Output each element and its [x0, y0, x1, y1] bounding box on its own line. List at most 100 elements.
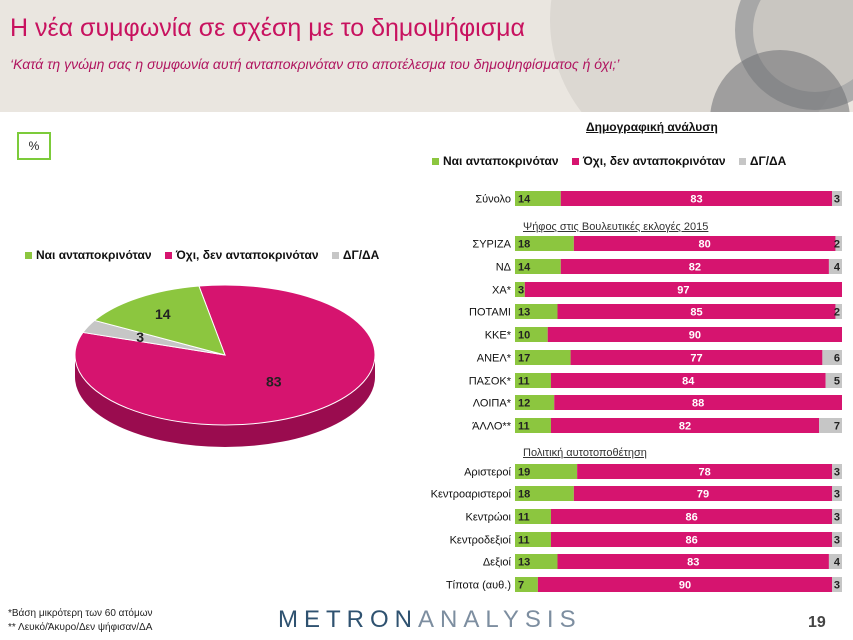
footnote-2: ** Λευκό/Άκυρο/Δεν ψήφισαν/ΔΑ — [8, 622, 153, 633]
bar-segment-yes — [515, 327, 548, 342]
bar-category-label: Κεντροδεξιοί — [450, 535, 512, 547]
bar-value-label-no: 90 — [689, 330, 701, 342]
pie-value-label-dk: 3 — [136, 329, 144, 345]
page-number: 19 — [808, 614, 826, 631]
bar-category-label: Δεξιοί — [483, 557, 512, 569]
bar-value-label-yes: 11 — [518, 376, 530, 388]
bar-segment-no — [570, 350, 823, 365]
legend-swatch-yes — [25, 252, 32, 260]
bar-segment-no — [577, 464, 833, 479]
pie-chart: 83 3 14 — [74, 284, 376, 447]
bar-category-label: Σύνολο — [475, 194, 511, 206]
demographic-heading: Δημογραφική ανάλυση — [586, 120, 718, 134]
bar-value-label-no: 80 — [699, 239, 711, 251]
bar-segment-dk — [832, 532, 842, 547]
legend-swatch-yes — [432, 158, 439, 166]
bar-value-label-yes: 18 — [518, 489, 530, 501]
page-subtitle: ‘Κατά τη γνώμη σας η συμφωνία αυτή ανταπ… — [10, 56, 620, 72]
bar-value-label-no: 83 — [687, 557, 699, 569]
bar-segment-no — [550, 418, 820, 433]
stacked-bar-chart: Σύνολο 14 83 3 ΣΥΡΙΖΑ 18 80 2 ΝΔ 14 82 4 ΧΑ* 3 97 ΠΟΤΑΜ… — [431, 191, 842, 592]
bar-value-label-dk: 5 — [834, 376, 840, 388]
bar-value-label-no: 78 — [699, 467, 711, 479]
bar-value-label-dk: 3 — [834, 580, 840, 592]
bar-legend: Ναι ανταποκρινόταν Όχι, δεν ανταποκρινότ… — [432, 154, 796, 168]
bar-segment-dk — [832, 486, 842, 501]
bar-category-label: Κεντρώοι — [466, 512, 512, 524]
bar-value-label-no: 86 — [685, 512, 697, 524]
bar-value-label-no: 77 — [690, 353, 702, 365]
bar-segment-yes — [515, 464, 578, 479]
bar-category-label: ΝΔ — [496, 262, 512, 274]
bar-value-label-dk: 3 — [834, 467, 840, 479]
legend-swatch-dk — [738, 158, 746, 166]
bar-value-label-no: 85 — [690, 307, 702, 319]
bar-segment-dk — [832, 509, 842, 524]
legend-label-no: Όχι, δεν ανταποκρινόταν — [175, 248, 319, 262]
bar-segment-no — [554, 395, 842, 410]
pie-value-label-no: 83 — [266, 374, 282, 390]
bar-value-label-dk: 2 — [834, 239, 840, 251]
bar-category-label: ΣΥΡΙΖΑ — [472, 239, 511, 251]
bar-segment-no — [524, 282, 842, 297]
bar-segment-dk — [819, 418, 842, 433]
bar-value-label-yes: 12 — [518, 398, 530, 410]
bar-segment-dk — [832, 191, 842, 206]
bar-segment-no — [550, 509, 833, 524]
section-label-vote: Ψήφος στις Βουλευτικές εκλογές 2015 — [523, 221, 709, 233]
pie-legend: Ναι ανταποκρινόταν Όχι, δεν ανταποκρινότ… — [25, 248, 389, 262]
bar-segment-no — [550, 532, 833, 547]
bar-segment-yes — [515, 350, 571, 365]
bar-value-label-yes: 7 — [518, 580, 524, 592]
bar-segment-no — [557, 554, 829, 569]
header-decoration — [550, 0, 853, 112]
bar-segment-dk — [828, 554, 842, 569]
bar-segment-yes — [515, 532, 551, 547]
bar-value-label-yes: 14 — [518, 194, 531, 206]
bar-segment-no — [573, 486, 833, 501]
metron-analysis-logo: METRONANALYSIS — [278, 606, 582, 633]
bar-category-label: Τίποτα (αυθ.) — [446, 580, 511, 592]
bar-segment-yes — [515, 577, 538, 592]
pie-value-label-yes: 14 — [155, 306, 171, 322]
legend-label-dk: ΔΓ/ΔΑ — [749, 154, 787, 168]
bar-category-label: ΑΝΕΛ* — [477, 353, 512, 365]
legend-swatch-dk — [331, 252, 339, 260]
legend-label-yes: Ναι ανταποκρινόταν — [443, 154, 559, 168]
legend-swatch-no — [164, 252, 172, 260]
bar-segment-yes — [515, 509, 551, 524]
bar-segment-dk — [832, 577, 842, 592]
bar-segment-no — [573, 236, 836, 251]
bar-category-label: ΛΟΙΠΑ* — [473, 398, 512, 410]
bar-value-label-dk: 3 — [834, 512, 840, 524]
bar-segment-yes — [515, 395, 555, 410]
bar-value-label-dk: 6 — [834, 353, 840, 365]
bar-category-label: ΠΑΣΟΚ* — [469, 376, 512, 388]
bar-category-label: Κεντροαριστεροί — [431, 489, 512, 501]
bar-segment-dk — [835, 236, 842, 251]
bar-value-label-no: 82 — [679, 421, 691, 433]
bar-segment-yes — [515, 418, 551, 433]
bar-value-label-dk: 3 — [834, 489, 840, 501]
bar-value-label-dk: 3 — [834, 194, 840, 206]
unit-badge: % — [17, 132, 51, 160]
bar-segment-yes — [515, 259, 561, 274]
bar-value-label-no: 88 — [692, 398, 704, 410]
bar-value-label-yes: 11 — [518, 512, 530, 524]
legend-swatch-no — [571, 158, 579, 166]
header-banner: Η νέα συμφωνία σε σχέση με το δημοψήφισμ… — [0, 0, 853, 112]
bar-segment-dk — [828, 259, 842, 274]
pie-slice-yes — [93, 285, 226, 356]
page-title: Η νέα συμφωνία σε σχέση με το δημοψήφισμ… — [10, 14, 526, 42]
bar-segment-yes — [515, 304, 558, 319]
bar-segment-dk — [835, 304, 842, 319]
bar-value-label-yes: 14 — [518, 262, 531, 274]
bar-segment-dk — [825, 373, 842, 388]
bar-value-label-yes: 13 — [518, 307, 530, 319]
bar-value-label-dk: 4 — [834, 262, 841, 274]
bar-segment-yes — [515, 554, 558, 569]
bar-value-label-no: 83 — [690, 194, 702, 206]
bar-segment-no — [550, 373, 826, 388]
bar-value-label-no: 86 — [685, 535, 697, 547]
bar-category-label: Αριστεροί — [464, 467, 511, 479]
